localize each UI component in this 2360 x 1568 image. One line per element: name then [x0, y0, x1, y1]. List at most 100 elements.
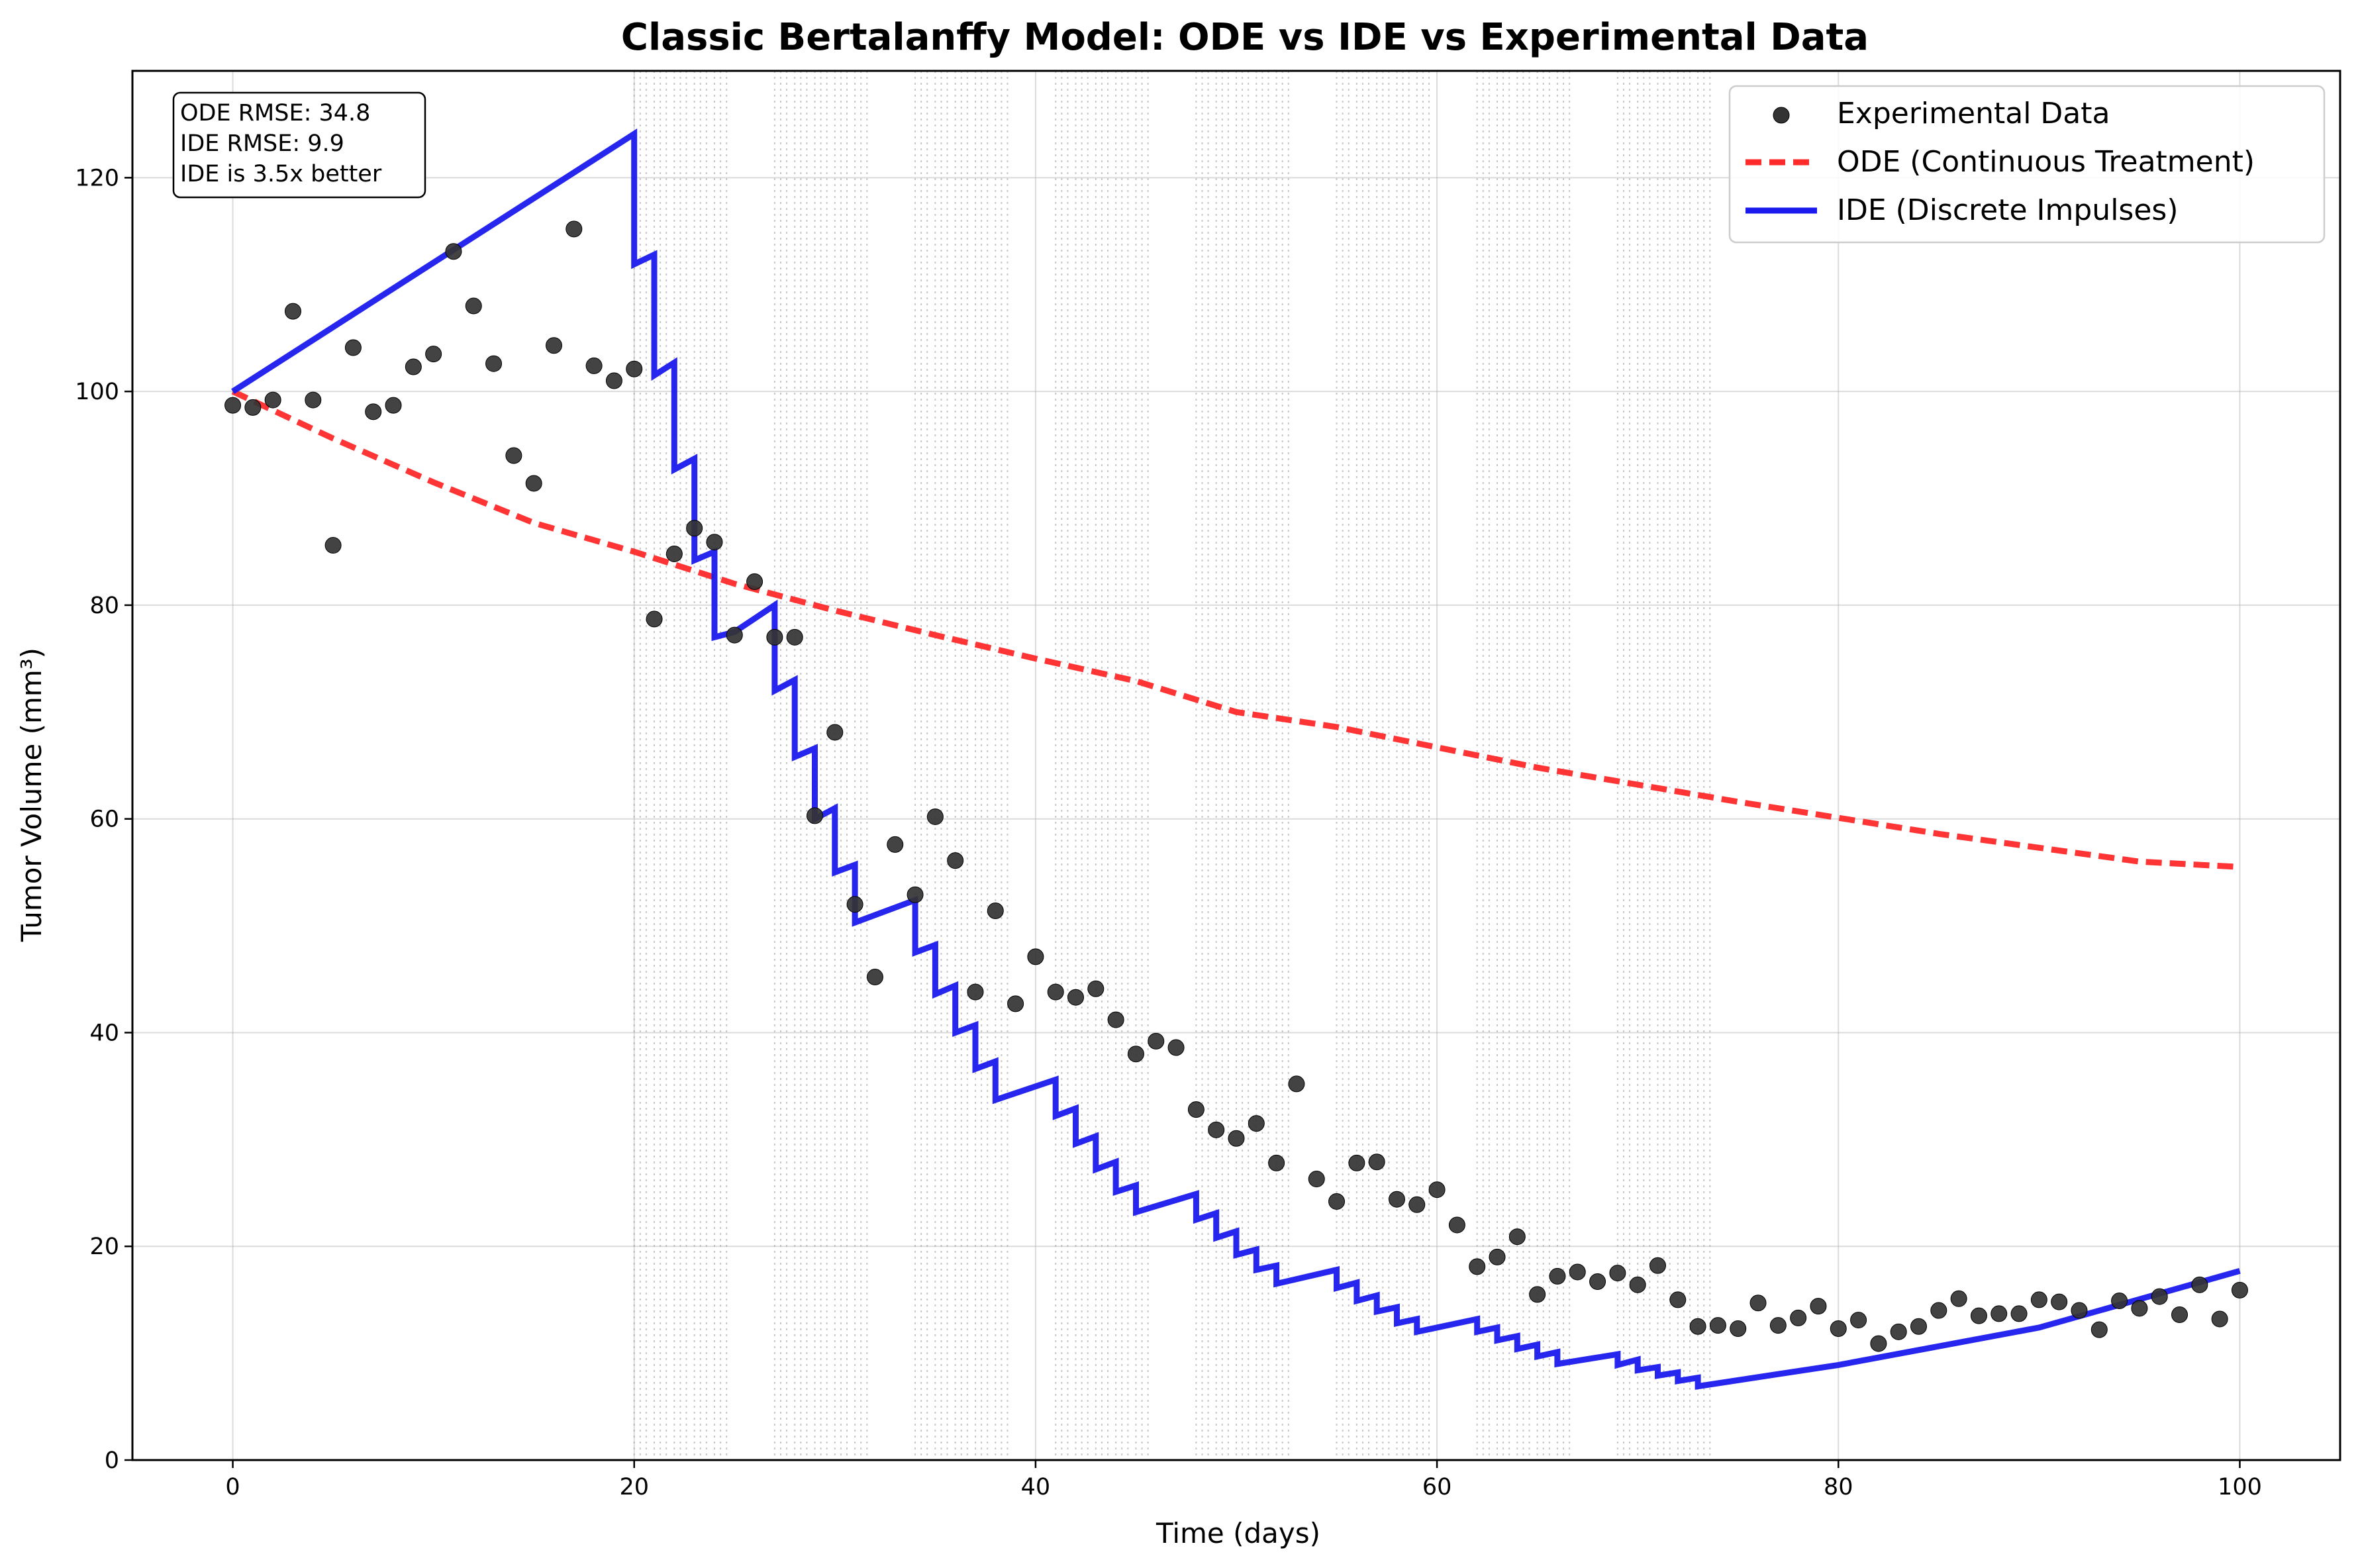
- experimental-data-point: [1288, 1075, 1305, 1093]
- experimental-data-point: [1127, 1046, 1144, 1063]
- experimental-data-point: [445, 243, 462, 260]
- experimental-data-point: [987, 902, 1004, 919]
- experimental-data-point: [2090, 1321, 2108, 1338]
- stats-improvement: IDE is 3.5x better: [180, 161, 382, 187]
- experimental-data-point: [605, 372, 622, 389]
- experimental-data-point: [365, 403, 382, 420]
- experimental-data-point: [947, 852, 964, 869]
- experimental-data-point: [1810, 1298, 1827, 1315]
- experimental-data-point: [1669, 1291, 1687, 1308]
- y-tick-label: 80: [89, 593, 119, 619]
- data-series: [224, 128, 2248, 1390]
- ode-series-line: [231, 389, 2240, 870]
- y-tick-label: 60: [89, 807, 119, 833]
- experimental-data-point: [1790, 1309, 1807, 1326]
- experimental-data-point: [1910, 1318, 1928, 1335]
- experimental-data-point: [786, 628, 803, 646]
- legend-swatch-experimental: [1773, 107, 1790, 124]
- experimental-data-point: [1830, 1320, 1847, 1337]
- legend-label-experimental: Experimental Data: [1837, 97, 2110, 130]
- experimental-data-point: [746, 573, 763, 590]
- experimental-data-point: [766, 628, 783, 646]
- experimental-data-point: [465, 297, 482, 315]
- experimental-data-point: [1870, 1335, 1887, 1352]
- experimental-data-point: [1489, 1248, 1506, 1265]
- experimental-data-point: [665, 545, 683, 562]
- y-axis-label: Tumor Volume (mm³): [15, 648, 48, 942]
- experimental-data-point: [846, 896, 863, 913]
- stats-ode-rmse: ODE RMSE: 34.8: [180, 100, 370, 126]
- experimental-data-point: [1769, 1317, 1787, 1334]
- experimental-data-point: [1609, 1265, 1626, 1282]
- experimental-data-point: [405, 358, 422, 375]
- experimental-data-point: [826, 724, 844, 741]
- grid-lines: [132, 71, 2340, 1461]
- experimental-data-point: [284, 303, 301, 320]
- experimental-data-point: [1107, 1011, 1124, 1028]
- experimental-data-point: [1408, 1196, 1426, 1213]
- experimental-data-point: [1448, 1216, 1465, 1234]
- plot-area: [131, 70, 2341, 1461]
- experimental-data-point: [485, 355, 503, 372]
- legend-label-ide: IDE (Discrete Impulses): [1837, 193, 2179, 227]
- legend-frame: [1728, 85, 2326, 244]
- experimental-data-point: [2111, 1293, 2128, 1310]
- experimental-data-point: [706, 534, 723, 551]
- experimental-data-point: [244, 399, 262, 416]
- experimental-data-point: [726, 626, 743, 644]
- experimental-data-point: [1469, 1258, 1486, 1275]
- experimental-data-point: [1930, 1302, 1947, 1319]
- experimental-data-point: [907, 886, 924, 903]
- experimental-data-point: [1167, 1039, 1185, 1056]
- x-tick-label: 0: [225, 1474, 240, 1500]
- experimental-data-point: [1950, 1290, 1967, 1307]
- experimental-data-point: [1328, 1193, 1346, 1210]
- experimental-data-point: [1027, 948, 1044, 965]
- experimental-data-point: [1007, 995, 1024, 1012]
- experimental-data-point: [1749, 1295, 1767, 1312]
- legend-label-ode: ODE (Continuous Treatment): [1837, 145, 2255, 179]
- experimental-data-point: [646, 611, 663, 628]
- experimental-data-point: [1689, 1318, 1706, 1335]
- experimental-data-point: [1589, 1273, 1606, 1290]
- experimental-data-point: [686, 520, 703, 537]
- experimental-data-point: [887, 836, 904, 853]
- experimental-data-point: [967, 983, 984, 1001]
- experimental-data-point: [1529, 1286, 1546, 1303]
- experimental-data-point: [2030, 1291, 2047, 1308]
- experimental-data-point: [2191, 1276, 2208, 1293]
- experimental-data-point: [1187, 1101, 1205, 1118]
- experimental-data-point: [324, 537, 342, 554]
- experimental-data-point: [1248, 1115, 1265, 1132]
- experimental-data-point: [1629, 1276, 1646, 1293]
- y-tick-label: 120: [75, 165, 119, 191]
- stats-ide-rmse: IDE RMSE: 9.9: [180, 130, 344, 157]
- stats-box-frame: [172, 91, 426, 199]
- experimental-data-point: [2231, 1281, 2248, 1298]
- experimental-data-point: [1087, 980, 1105, 997]
- experimental-data-point: [807, 807, 824, 824]
- y-tick-label: 0: [105, 1447, 119, 1474]
- experimental-data-point: [585, 357, 603, 374]
- experimental-data-point: [1348, 1154, 1365, 1171]
- experimental-data-point: [1569, 1263, 1586, 1281]
- experimental-data-point: [1308, 1171, 1325, 1188]
- x-tick-label: 20: [619, 1474, 649, 1500]
- experimental-data-point: [1850, 1312, 1867, 1329]
- legend: Experimental Data ODE (Continuous Treatm…: [1728, 85, 2326, 244]
- experimental-data-point: [1047, 983, 1064, 1001]
- experimental-data-point: [1428, 1181, 1446, 1199]
- chart-title: Classic Bertalanffy Model: ODE vs IDE vs…: [621, 16, 1869, 59]
- experimental-data-point: [1890, 1323, 1907, 1340]
- experimental-data-point: [1549, 1267, 1566, 1285]
- experimental-data-point: [425, 346, 442, 363]
- experimental-data-point: [1268, 1154, 1285, 1171]
- experimental-data-point: [344, 339, 362, 356]
- ide-series-line: [231, 128, 2241, 1390]
- stats-box: ODE RMSE: 34.8 IDE RMSE: 9.9 IDE is 3.5x…: [172, 91, 426, 199]
- axes-frame: [131, 70, 2341, 1461]
- experimental-data-point: [2071, 1302, 2088, 1319]
- experimental-data-point: [2051, 1293, 2068, 1310]
- experimental-data-point: [1388, 1191, 1405, 1208]
- experimental-data-point: [2211, 1310, 2228, 1328]
